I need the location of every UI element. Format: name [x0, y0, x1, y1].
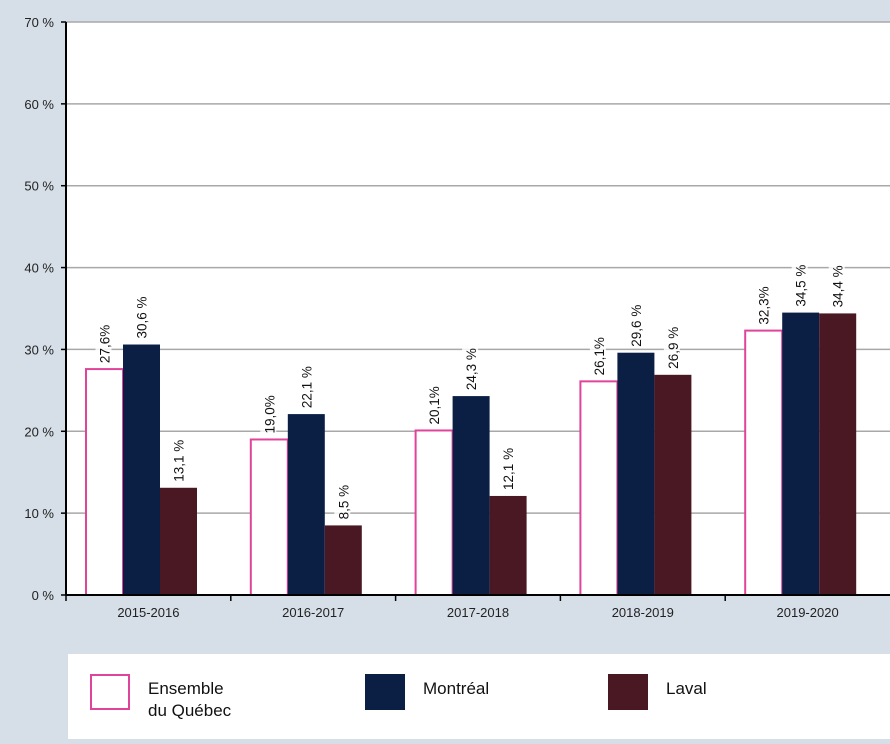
bar	[324, 525, 362, 595]
x-tick-label: 2017-2018	[447, 605, 509, 620]
bar	[160, 487, 197, 595]
y-tick-label: 20 %	[24, 424, 54, 439]
x-tick-label: 2015-2016	[117, 605, 179, 620]
bar	[452, 396, 490, 595]
data-label: 22,1 %	[299, 366, 314, 408]
y-tick-label: 50 %	[24, 179, 54, 194]
data-label: 19,0%	[262, 395, 277, 433]
legend-swatch-ensemble-du-quebec	[90, 674, 130, 710]
x-tick-label: 2018-2019	[612, 605, 674, 620]
legend: Ensemble du Québec Montréal Laval	[68, 654, 890, 739]
data-label: 27,6%	[98, 325, 113, 363]
data-label: 20,1%	[427, 386, 442, 424]
legend-label-ensemble-du-quebec: Ensemble du Québec	[148, 679, 232, 720]
bar	[489, 495, 527, 595]
data-label-bg	[169, 432, 186, 482]
data-label: 12,1 %	[501, 448, 516, 490]
data-label-bg	[499, 440, 516, 490]
data-label-bg	[462, 340, 479, 391]
data-label: 29,6 %	[629, 305, 644, 347]
data-label: 13,1 %	[172, 440, 187, 482]
data-label: 26,9 %	[666, 327, 681, 369]
legend-label-montreal: Montréal	[423, 679, 490, 698]
data-label-bg	[132, 288, 149, 339]
data-label-bg	[260, 391, 277, 434]
bar	[744, 329, 784, 596]
data-label-bg	[663, 319, 680, 369]
data-label-bg	[334, 477, 351, 520]
y-tick-label: 60 %	[24, 97, 54, 112]
legend-swatch-montreal	[365, 674, 405, 710]
bar	[249, 438, 289, 596]
data-label: 34,4 %	[831, 265, 846, 307]
data-label: 26,1%	[592, 337, 607, 375]
y-tick-label: 0 %	[32, 588, 55, 603]
bar	[782, 312, 820, 595]
data-label: 24,3 %	[464, 348, 479, 390]
x-tick-label: 2016-2017	[282, 605, 344, 620]
data-label-bg	[791, 256, 808, 307]
x-tick-label: 2019-2020	[777, 605, 839, 620]
data-label-bg	[626, 297, 643, 347]
legend-swatch-laval	[608, 674, 648, 710]
data-label-bg	[425, 382, 442, 425]
y-tick-label: 40 %	[24, 261, 54, 276]
y-tick-label: 70 %	[24, 15, 54, 30]
y-tick-label: 10 %	[24, 506, 54, 521]
data-label: 8,5 %	[336, 485, 351, 520]
bar	[617, 352, 655, 595]
bar	[123, 344, 160, 595]
data-label-bg	[297, 358, 314, 409]
y-tick-label: 30 %	[24, 342, 54, 357]
data-label: 34,5 %	[794, 265, 809, 307]
data-label: 30,6 %	[135, 296, 150, 338]
bar	[654, 374, 692, 595]
legend-label-laval: Laval	[666, 679, 707, 698]
bar	[85, 368, 124, 596]
data-label-bg	[589, 333, 606, 376]
bar	[819, 313, 857, 595]
data-label: 32,3%	[757, 286, 772, 324]
data-label-bg	[754, 282, 771, 325]
bar	[287, 414, 325, 595]
bar	[579, 380, 619, 596]
data-label-bg	[95, 321, 112, 364]
data-label-bg	[828, 257, 845, 308]
bar	[414, 429, 454, 596]
